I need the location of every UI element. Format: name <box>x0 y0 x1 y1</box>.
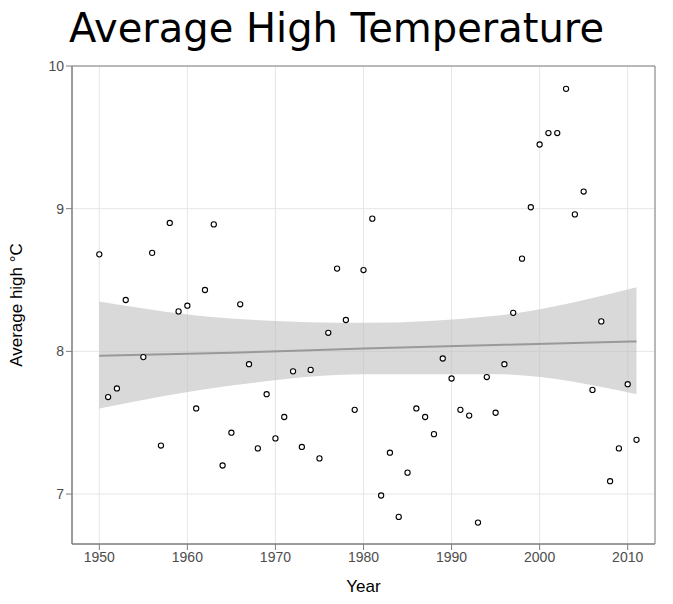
svg-text:1990: 1990 <box>436 549 467 565</box>
svg-text:1950: 1950 <box>84 549 115 565</box>
svg-text:9: 9 <box>56 201 64 217</box>
svg-text:Average high °C: Average high °C <box>7 243 26 367</box>
svg-text:2000: 2000 <box>524 549 555 565</box>
svg-text:1970: 1970 <box>260 549 291 565</box>
svg-text:1980: 1980 <box>348 549 379 565</box>
svg-text:2010: 2010 <box>612 549 643 565</box>
svg-text:7: 7 <box>56 486 64 502</box>
svg-text:8: 8 <box>56 343 64 359</box>
html-text:Average High Temperature: Average High Temperature <box>69 5 604 51</box>
svg-text:10: 10 <box>48 58 64 74</box>
svg-text:Year: Year <box>346 577 381 596</box>
svg-text:1960: 1960 <box>172 549 203 565</box>
